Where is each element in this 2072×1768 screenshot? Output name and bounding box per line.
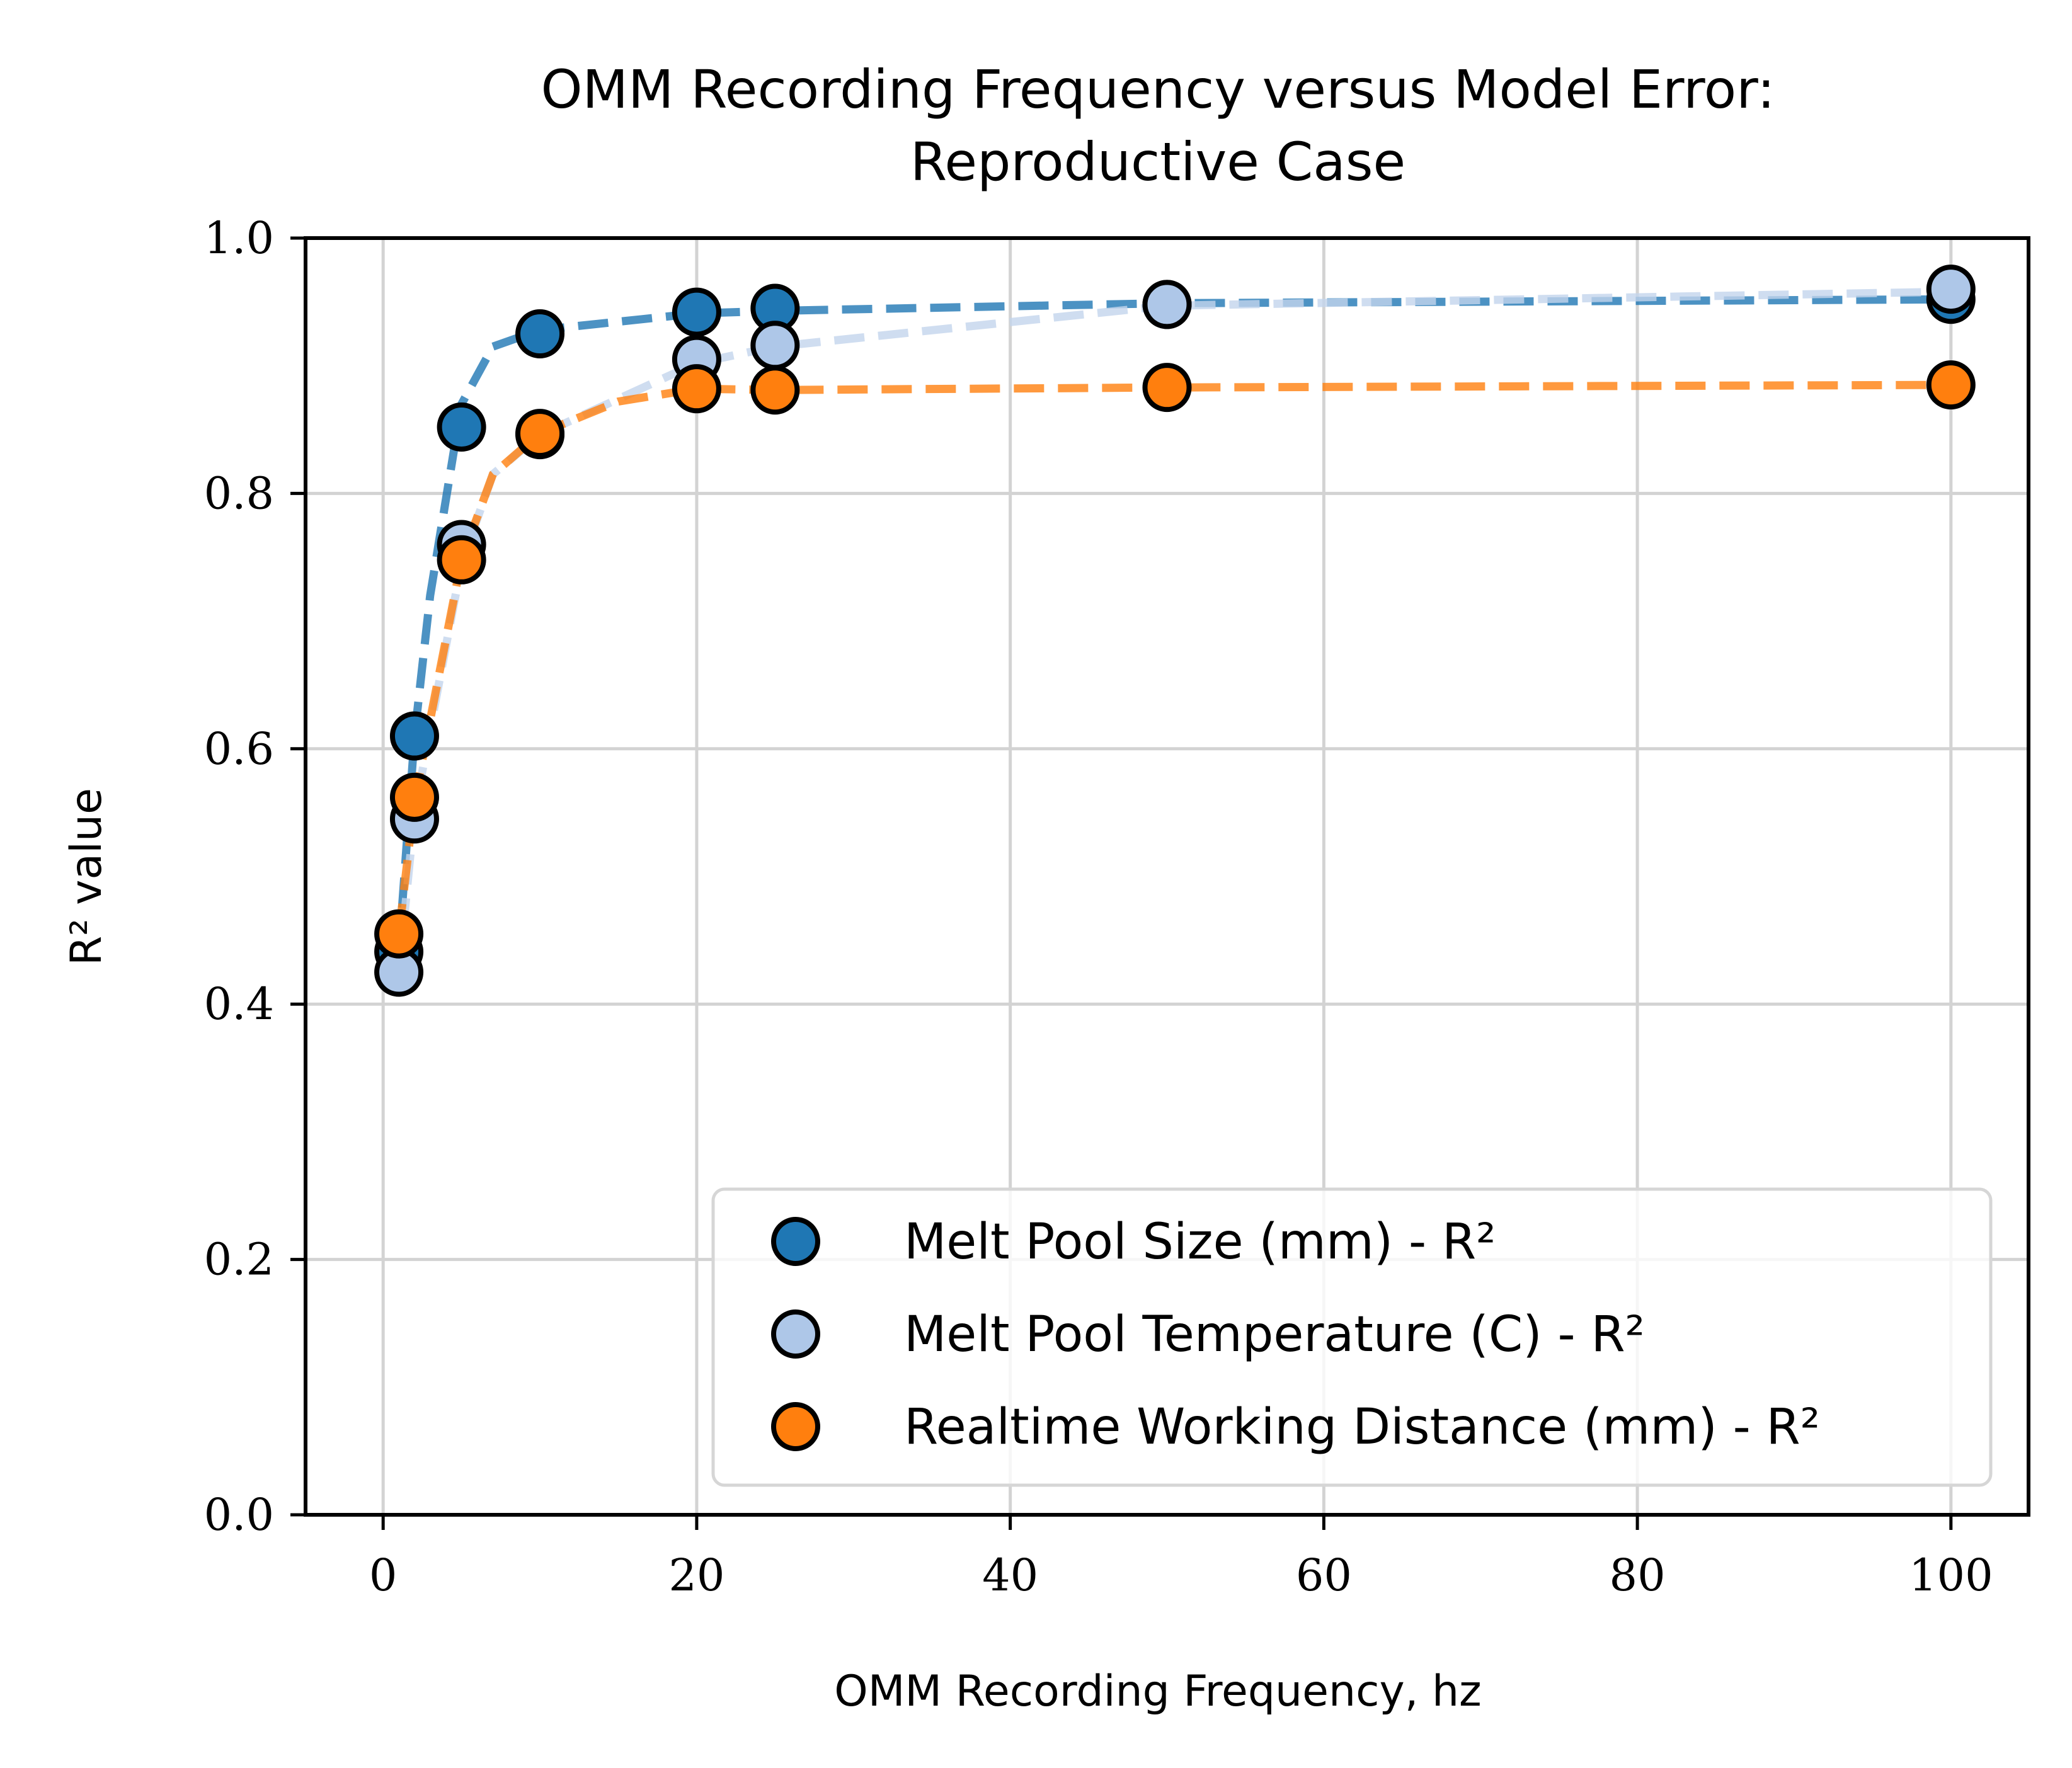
- chart-title-line-2: Reproductive Case: [910, 131, 1405, 193]
- x-tick-label-1: 20: [668, 1549, 724, 1601]
- chart-title-line-1: OMM Recording Frequency versus Model Err…: [541, 59, 1775, 120]
- x-tick-label-2: 40: [982, 1549, 1038, 1601]
- x-tick-label-0: 0: [369, 1549, 398, 1601]
- x-tick-label-4: 80: [1610, 1549, 1666, 1601]
- point-melt-pool-temperature-5: [750, 321, 800, 370]
- y-tick-label-5: 1.0: [204, 212, 274, 264]
- y-tick-label-0: 0.0: [204, 1489, 274, 1541]
- data-points: [374, 265, 1976, 997]
- point-melt-pool-size-3: [515, 309, 565, 359]
- point-melt-pool-size-1: [389, 711, 439, 761]
- x-tick-label-3: 60: [1296, 1549, 1352, 1601]
- point-working-distance-3: [515, 409, 565, 459]
- point-working-distance-7: [1926, 360, 1976, 410]
- point-melt-pool-temperature-7: [1926, 265, 1976, 314]
- point-melt-pool-size-4: [672, 287, 721, 337]
- point-working-distance-5: [750, 365, 800, 415]
- legend-marker-melt-pool-size: [771, 1217, 820, 1266]
- x-tick-label-5: 100: [1909, 1549, 1993, 1601]
- point-working-distance-4: [672, 364, 721, 414]
- legend: Melt Pool Size (mm) - R² Melt Pool Tempe…: [711, 1187, 1993, 1487]
- y-tick-label-4: 0.8: [204, 467, 274, 519]
- point-working-distance-0: [374, 909, 424, 959]
- legend-label-working-distance: Realtime Working Distance (mm) - R²: [904, 1399, 1820, 1456]
- plot-frame: [304, 236, 2030, 1517]
- point-melt-pool-size-2: [437, 402, 486, 452]
- legend-marker-melt-pool-temperature: [771, 1309, 820, 1359]
- y-tick-label-2: 0.4: [204, 978, 274, 1030]
- fit-line-working-distance: [394, 380, 1951, 935]
- x-axis-ticks: 0 20 40 60 80 100: [369, 1515, 1993, 1601]
- y-tick-label-1: 0.2: [204, 1234, 274, 1286]
- legend-label-melt-pool-temperature: Melt Pool Temperature (C) - R²: [904, 1306, 1645, 1363]
- point-melt-pool-temperature-6: [1142, 280, 1192, 329]
- point-working-distance-2: [437, 535, 486, 585]
- legend-marker-working-distance: [771, 1402, 820, 1451]
- y-axis-label: R² value: [62, 788, 112, 966]
- y-axis-ticks: 0.0 0.2 0.4 0.6 0.8 1.0: [204, 212, 306, 1541]
- point-working-distance-1: [389, 772, 439, 822]
- y-tick-label-3: 0.6: [204, 723, 274, 775]
- point-working-distance-6: [1142, 363, 1192, 413]
- legend-label-melt-pool-size: Melt Pool Size (mm) - R²: [904, 1214, 1496, 1270]
- legend-box: [711, 1187, 1993, 1487]
- x-axis-label: OMM Recording Frequency, hz: [834, 1667, 1482, 1716]
